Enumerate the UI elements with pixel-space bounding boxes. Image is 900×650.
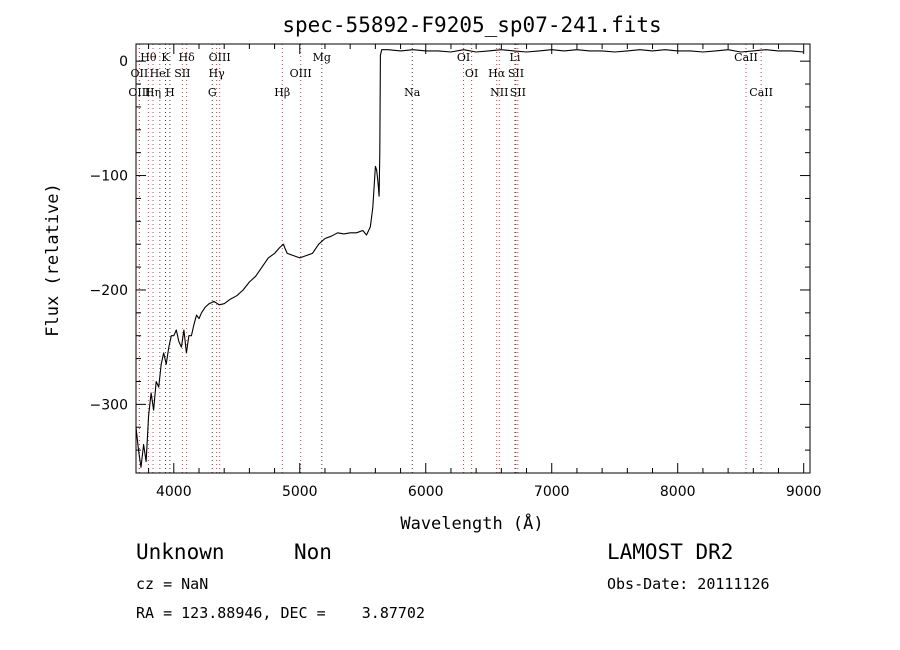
plot-frame [135,43,811,474]
y-tick-label: −300 [90,397,128,413]
x-tick-label: 7000 [534,484,570,500]
object-subclass: Non [294,540,332,564]
y-tick-label: −200 [90,283,128,299]
object-class: Unknown [136,540,225,564]
emission-line-label: OI [457,51,470,64]
emission-line-label: Hβ [274,86,290,99]
emission-line-label: Hδ [179,51,196,64]
emission-line-label: CaII [749,86,773,99]
emission-line-label: OIII [290,67,312,80]
emission-line-label: Na [404,86,421,99]
x-tick-label: 6000 [408,484,444,500]
emission-line-label: Li [510,51,521,64]
emission-line-label: Hη [145,86,161,99]
plot-axes: 4000 5000 6000 7000 8000 9000 0 −100 −200 −300 [90,43,822,500]
spectrum-line-0 [135,49,804,468]
x-tick-label: 4000 [156,484,192,500]
x-tick-label: 5000 [282,484,318,500]
redshift-text: cz = NaN [136,575,209,593]
survey-name: LAMOST DR2 [607,540,734,564]
x-axis-label: Wavelength (Å) [400,512,543,534]
y-tick-label: −100 [90,169,128,185]
emission-line-label: Hγ [209,67,226,80]
coordinates-text: RA = 123.88946, DEC = 3.87702 [136,604,425,622]
spectrum-series [135,49,804,468]
emission-line-label: Mg [313,51,331,64]
x-tick-label: 9000 [786,484,822,500]
emission-line-label: CaII [734,51,758,64]
emission-line-label: OIII [209,51,231,64]
emission-line-label: SII [510,86,526,99]
x-tick-label: 8000 [660,484,696,500]
emission-line-label: SII [508,67,524,80]
chart-title: spec-55892-F9205_sp07-241.fits [282,13,661,37]
emission-line-label: OIII [128,86,150,99]
emission-line-label: OII [131,67,149,80]
emission-line-label: K [161,51,170,64]
emission-line-label: SII [174,67,190,80]
emission-line-label: OI [465,67,478,80]
y-axis-label: Flux (relative) [43,183,63,337]
obs-date-text: Obs-Date: 20111126 [607,575,770,593]
emission-line-label: Hθ [140,51,157,64]
emission-line-label: H [165,86,175,99]
emission-line-label: G [208,86,217,99]
emission-line-label: HeI [150,67,170,80]
emission-line-label: Hα [488,67,506,80]
y-tick-label: 0 [119,54,128,70]
emission-line-label: NII [490,86,508,99]
